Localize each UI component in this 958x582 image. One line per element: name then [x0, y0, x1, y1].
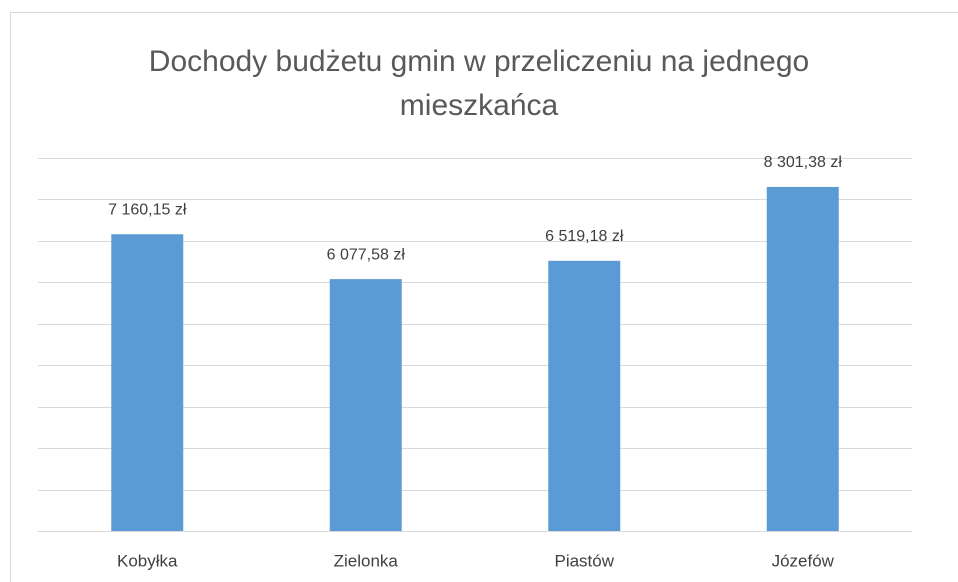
- value-label: 6 077,58 zł: [327, 246, 406, 263]
- value-label: 7 160,15 zł: [108, 201, 187, 218]
- bar: [548, 260, 621, 531]
- bar: [766, 186, 839, 531]
- x-tick-label: Zielonka: [334, 551, 399, 570]
- chart-title: Dochody budżetu gmin w przeliczeniu na j…: [148, 45, 810, 122]
- x-tick-label: Piastów: [554, 551, 614, 570]
- bar: [111, 234, 184, 531]
- value-label: 8 301,38 zł: [764, 154, 843, 171]
- x-tick-label: Kobyłka: [117, 551, 178, 570]
- value-label: 6 519,18 zł: [545, 228, 624, 245]
- x-tick-label: Józefów: [772, 551, 835, 570]
- bar: [329, 279, 402, 531]
